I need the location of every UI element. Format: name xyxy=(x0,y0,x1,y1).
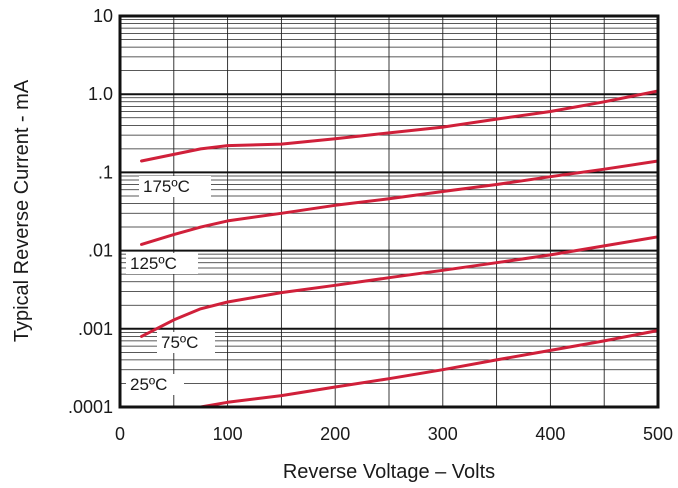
y-tick-label: .0001 xyxy=(68,397,113,417)
y-tick-labels: .0001 .001 .01 .1 1.0 10 xyxy=(68,6,113,417)
y-tick-label: 10 xyxy=(93,6,113,26)
series-line xyxy=(140,235,660,338)
major-grid xyxy=(120,93,658,330)
y-tick-label: .01 xyxy=(88,241,113,261)
x-tick-label: 200 xyxy=(320,424,350,444)
x-axis-title: Reverse Voltage – Volts xyxy=(283,461,495,483)
x-tick-label: 300 xyxy=(428,424,458,444)
series-line xyxy=(199,329,660,409)
plot-frame xyxy=(118,14,660,409)
x-tick-label: 500 xyxy=(643,424,673,444)
x-tick-label: 100 xyxy=(213,424,243,444)
x-tick-labels: 0 100 200 300 400 500 xyxy=(115,424,673,444)
y-tick-label: .001 xyxy=(78,319,113,339)
y-tick-label: 1.0 xyxy=(88,84,113,104)
curve-label: 125ºC xyxy=(130,254,177,273)
curve-label: 25ºC xyxy=(130,375,167,394)
x-tick-label: 400 xyxy=(535,424,565,444)
y-tick-label: .1 xyxy=(98,162,113,182)
series-line xyxy=(140,159,660,246)
series-layer xyxy=(140,89,660,409)
curve-label-background xyxy=(126,253,198,274)
curve-label: 175ºC xyxy=(143,177,190,196)
curve-label-background xyxy=(126,374,184,395)
y-axis-title: Typical Reverse Current - mA xyxy=(11,79,33,342)
curve-label-background xyxy=(139,176,211,197)
curve-label-background xyxy=(157,332,215,353)
series-line xyxy=(140,89,660,163)
curve-labels: 175ºC 125ºC 75ºC 25ºC xyxy=(126,176,215,395)
x-tick-label: 0 xyxy=(115,424,125,444)
curve-label: 75ºC xyxy=(161,333,198,352)
